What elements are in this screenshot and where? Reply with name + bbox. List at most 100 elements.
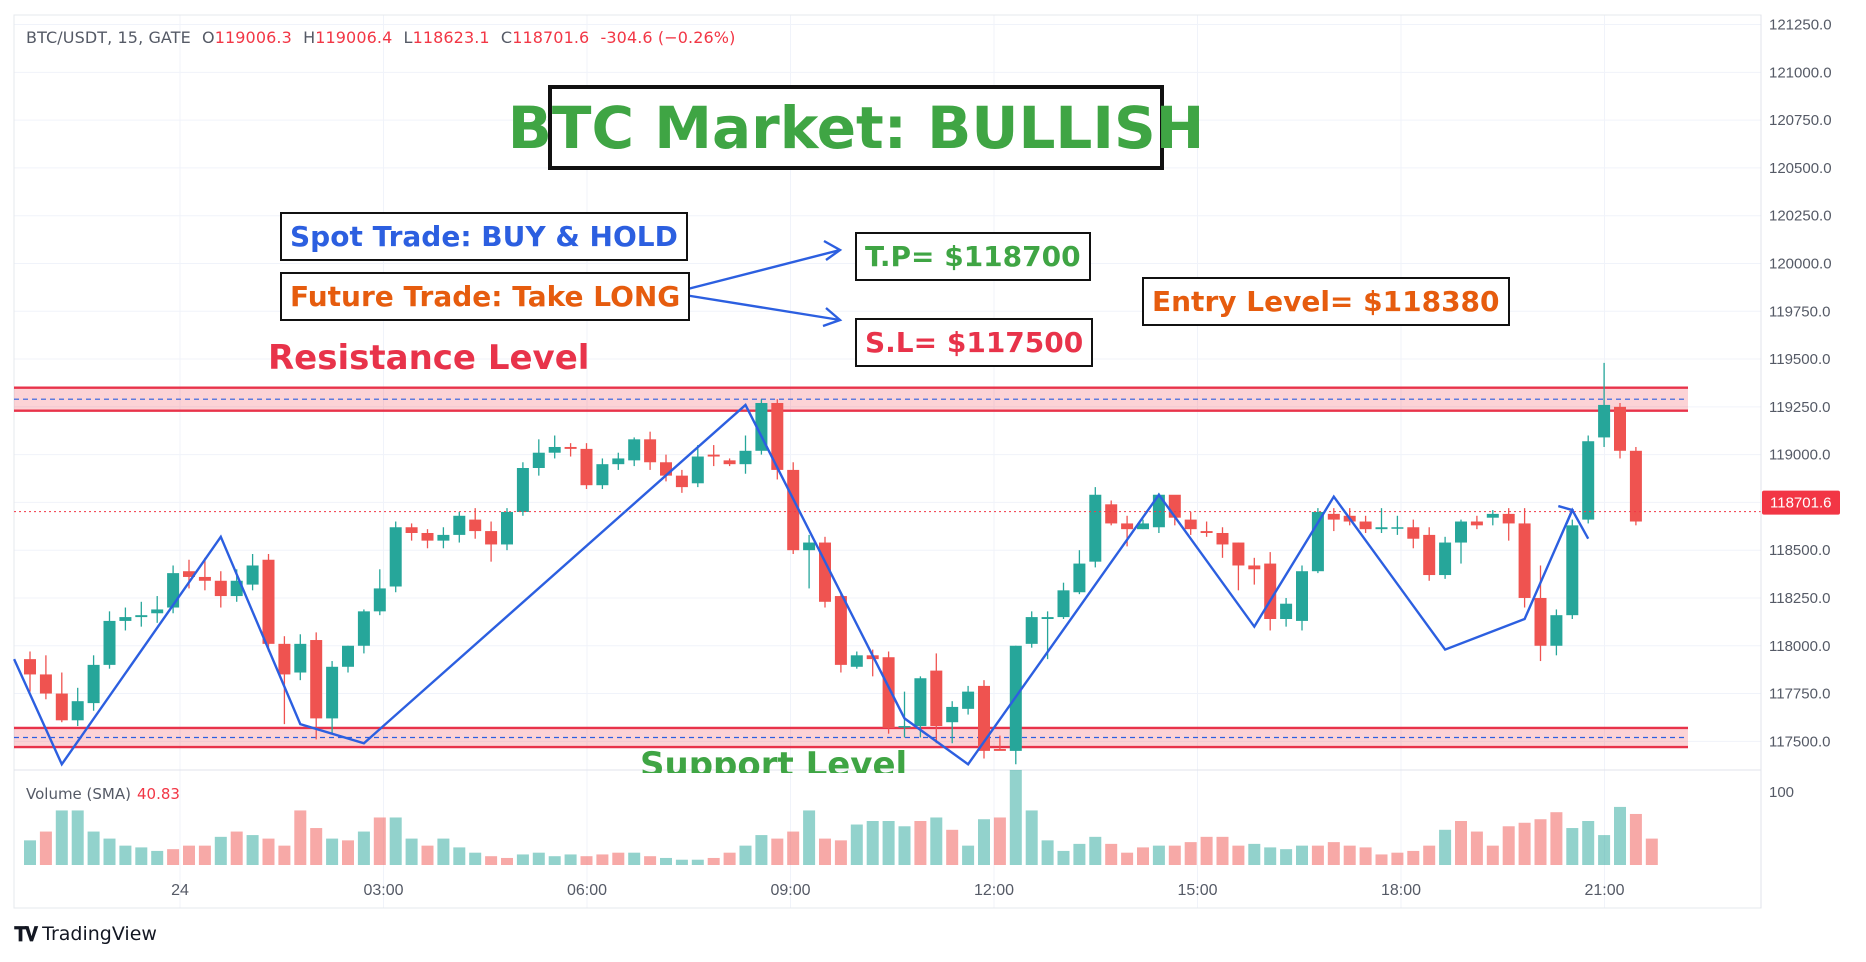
volume-bar [962,845,975,865]
candle-body [850,655,863,667]
candle-body [723,460,736,465]
candle-body [294,643,307,673]
candle-body [1105,504,1118,524]
candle-body [151,609,164,614]
candle-body [342,645,354,667]
resistance-level-label: Resistance Level [268,338,590,378]
volume-bar [675,859,688,865]
volume-bar [644,856,657,865]
candle-body [310,640,323,719]
x-tick-label: 21:00 [1584,882,1624,899]
y-tick-label: 121000.0 [1769,64,1832,81]
volume-bar [1073,843,1086,865]
candle-body [787,469,800,551]
candle-body [946,706,959,723]
close-label: C [500,28,513,47]
candle-body [1598,404,1611,438]
candle-body [1614,406,1626,451]
candle-body [373,588,386,612]
candle-body [962,691,975,709]
candle-body [564,446,577,449]
candle-body [357,611,370,646]
volume-bar [898,826,911,865]
volume-bar [294,810,307,865]
volume-bar [1248,843,1261,865]
volume-bar [1470,831,1483,865]
volume-bar [1614,806,1626,865]
spot-trade-label: Spot Trade: BUY & HOLD [280,212,688,261]
tradingview-logo[interactable]: 𝐓𝐕 TradingView [14,922,157,946]
tradingview-logo-icon: 𝐓𝐕 [14,922,38,946]
volume-bar [739,845,752,865]
volume-bar [1232,845,1245,865]
volume-bar [39,831,52,865]
volume-bar [262,838,275,865]
x-tick-label: 24 [171,882,189,899]
volume-indicator-label[interactable]: Volume (SMA) 40.83 [26,785,180,803]
price-axis: 121250.0 121000.0 120750.0 120500.0 120250.0… [1769,17,1832,801]
candle-body [1470,521,1483,526]
candle-body [1025,617,1038,644]
future-trade-label: Future Trade: Take LONG [280,272,691,321]
volume-axis-label: 100 [1769,784,1794,801]
time-axis: 24 03:00 06:00 09:00 12:00 15:00 18:00 21:00 [171,882,1625,899]
x-tick-label: 03:00 [363,882,403,899]
candle-body [24,659,36,675]
volume-bar [183,845,195,865]
volume-bar [1391,852,1404,865]
y-tick-label: 120500.0 [1769,160,1832,177]
candle-body [596,464,609,486]
volume-bar [469,852,482,865]
volume-bar [389,817,402,865]
candle-body [1629,450,1642,522]
y-tick-label: 118250.0 [1769,590,1830,607]
chart-grid [14,15,1761,908]
volume-bar [723,852,736,865]
candle-body [501,511,513,545]
candle-body [1486,513,1499,518]
candle-body [739,450,752,465]
candle-body [930,670,943,727]
volume-bar [326,838,339,865]
volume-bar [1582,821,1595,865]
tp-arrow-line [671,248,841,295]
y-tick-label: 119500.0 [1769,351,1830,368]
volume-bar [214,836,227,865]
volume-bar [1311,845,1324,865]
candle-body [914,678,927,727]
volume-bar [453,847,466,865]
candle-body [167,573,180,608]
volume-bar [850,824,863,865]
volume-bar [1645,838,1658,865]
volume-bar [1407,850,1420,865]
volume-bar [1343,845,1356,865]
last-price-tag-bg [1762,490,1840,515]
volume-bar [1200,836,1213,865]
volume-bar [103,838,116,865]
candle-body [1089,494,1102,562]
sl-arrow-line [671,291,841,322]
high-value: 119006.4 [315,28,393,47]
candle-body [1423,534,1436,576]
symbol-ohlc-line: BTC/USDT, 15, GATE O119006.3 H119006.4 L… [26,28,735,47]
candle-body [1455,521,1467,543]
candle-body [1550,615,1563,646]
last-price-tag-text: 118701.6 [1770,495,1831,512]
candle-body [1534,597,1547,646]
volume-bar [691,859,704,865]
volume-bar [580,856,593,865]
volume-bar [437,838,450,865]
candle-body [453,515,466,535]
candle-body [707,454,720,457]
volume-bar [978,819,990,865]
volume-bar [1121,852,1134,865]
candle-body [755,403,768,451]
volume-bar [119,845,132,865]
candle-body [1264,563,1277,619]
volume-bar [1359,847,1372,865]
volume-bar [834,840,847,865]
y-tick-label: 117750.0 [1769,686,1830,703]
volume-bar [1057,850,1070,865]
y-tick-label: 120000.0 [1769,255,1832,272]
